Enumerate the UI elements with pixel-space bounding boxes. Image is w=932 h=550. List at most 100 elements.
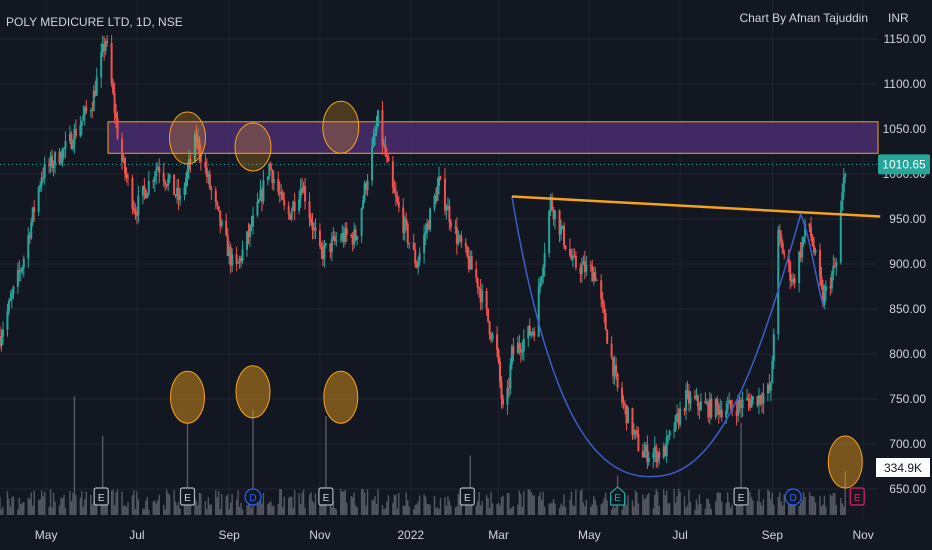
candle-body [705, 402, 708, 404]
earnings-marker: E [179, 487, 196, 506]
volume-bar [392, 503, 394, 515]
candle-body [469, 256, 472, 269]
volume-bar [277, 503, 279, 515]
marker-letter: E [614, 493, 621, 504]
volume-bar [329, 500, 332, 515]
volume-bar [570, 491, 573, 515]
volume-bar [600, 504, 602, 515]
candle-body [519, 349, 522, 353]
candle-body [839, 210, 842, 263]
candle-body [777, 229, 780, 335]
volume-bar [664, 495, 666, 515]
candle-body [80, 120, 83, 126]
volume-bar [250, 507, 253, 515]
candle-body [251, 215, 254, 227]
candle-body [396, 196, 399, 202]
candle-body [750, 399, 753, 408]
volume-bar [262, 492, 265, 515]
candle-body [16, 270, 19, 287]
volume-bar [518, 490, 521, 515]
candle-body [696, 395, 699, 407]
candle-body [42, 177, 45, 179]
candle-body [665, 437, 668, 456]
volume-bar [506, 492, 509, 515]
volume-bar [426, 504, 428, 515]
volume-bar [73, 396, 76, 515]
volume-bar [648, 493, 650, 515]
volume-bar [72, 492, 74, 515]
volume-bar [287, 497, 290, 515]
currency-label: INR [888, 11, 909, 25]
volume-bar [634, 490, 637, 515]
volume-bar [822, 504, 824, 515]
volume-bar [636, 492, 638, 515]
x-tick-label: Sep [762, 528, 784, 542]
volume-bar [509, 509, 512, 515]
price-badge-bg [878, 154, 930, 175]
candle-body [606, 330, 609, 344]
volume-bar [424, 496, 427, 515]
time-axis[interactable]: May Jul Sep Nov 2022 Mar May Jul Sep Nov [35, 528, 874, 542]
x-tick-label: May [578, 528, 601, 542]
candle-body [740, 404, 743, 408]
volume-bar [802, 492, 805, 515]
volume-bar [155, 503, 157, 515]
volume-bar [835, 505, 838, 515]
volume-bar [238, 506, 241, 515]
volume-bar [750, 497, 753, 515]
candle-body [22, 258, 25, 268]
candle-body [9, 298, 12, 301]
candle-body [560, 226, 563, 235]
candle-body [792, 278, 795, 283]
price-badge-value: 1010.65 [882, 157, 926, 171]
volume-bar [476, 501, 479, 515]
candle-body [61, 149, 64, 162]
trendline[interactable] [511, 195, 881, 218]
candle-body [424, 232, 427, 235]
volume-bar [582, 502, 585, 515]
candle-body [103, 44, 106, 51]
volume-bar [408, 506, 410, 515]
candle-body [749, 400, 752, 408]
volume-bar [64, 507, 67, 515]
candle-body [647, 457, 650, 463]
candle-body [269, 163, 272, 170]
volume-bar [726, 492, 729, 515]
candle-body [19, 271, 22, 273]
highlight-circle [235, 365, 271, 419]
volume-bar [487, 497, 489, 515]
candle-body [144, 189, 147, 199]
candle-body [79, 125, 82, 137]
candle-body [281, 191, 284, 200]
volume-bar [52, 492, 55, 515]
candle-body [417, 261, 420, 268]
volume-bar [106, 503, 108, 515]
candle-body [152, 180, 155, 182]
volume-bar [517, 504, 519, 515]
x-tick-label: Mar [488, 528, 509, 542]
candle-body [391, 161, 394, 188]
volume-bar [752, 500, 754, 515]
cup-curve[interactable] [511, 196, 827, 478]
marker-letter: E [98, 493, 105, 504]
candle-body [298, 199, 301, 211]
price-axis[interactable]: 1150.001100.001050.001000.00950.00900.00… [883, 32, 927, 496]
resistance-zone[interactable] [107, 121, 879, 154]
volume-bar [831, 496, 833, 515]
candle-body [385, 155, 388, 158]
volume-bar [834, 493, 836, 515]
candle-body [527, 325, 530, 339]
candle-body [738, 400, 741, 405]
candle-body [443, 178, 446, 211]
candle-body [247, 231, 250, 238]
candle-body [552, 208, 555, 220]
volume-bar [79, 497, 82, 515]
highlight-circle [322, 100, 360, 154]
candle-body [789, 262, 792, 281]
candle-body [320, 245, 323, 250]
volume-bar [162, 504, 165, 515]
earnings-marker-shape [849, 487, 865, 506]
volume-bar [584, 506, 586, 515]
